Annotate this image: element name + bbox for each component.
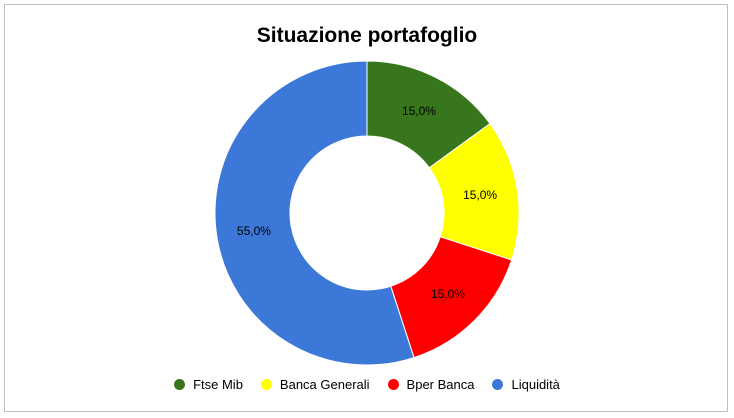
data-label: 15,0%: [463, 188, 497, 202]
data-label: 15,0%: [402, 104, 436, 118]
data-label: 15,0%: [431, 287, 465, 301]
legend-swatch: [260, 379, 272, 390]
data-label: 55,0%: [237, 224, 271, 238]
legend-label: Banca Generali: [279, 377, 370, 392]
legend-item: Liquidità: [492, 377, 560, 392]
legend-swatch: [492, 379, 504, 390]
legend: Ftse Mib Banca Generali Bper Banca Liquidit…: [0, 377, 734, 392]
legend-swatch: [174, 379, 186, 390]
legend-item: Ftse Mib: [174, 377, 243, 392]
legend-label: Bper Banca: [406, 377, 475, 392]
legend-label: Ftse Mib: [193, 377, 243, 392]
chart-title: Situazione portafoglio: [256, 24, 478, 47]
legend-label: Liquidità: [511, 377, 560, 392]
legend-item: Banca Generali: [260, 377, 370, 392]
slice-liquidit-: [214, 60, 415, 366]
legend-swatch: [387, 379, 399, 390]
legend-item: Bper Banca: [387, 377, 475, 392]
